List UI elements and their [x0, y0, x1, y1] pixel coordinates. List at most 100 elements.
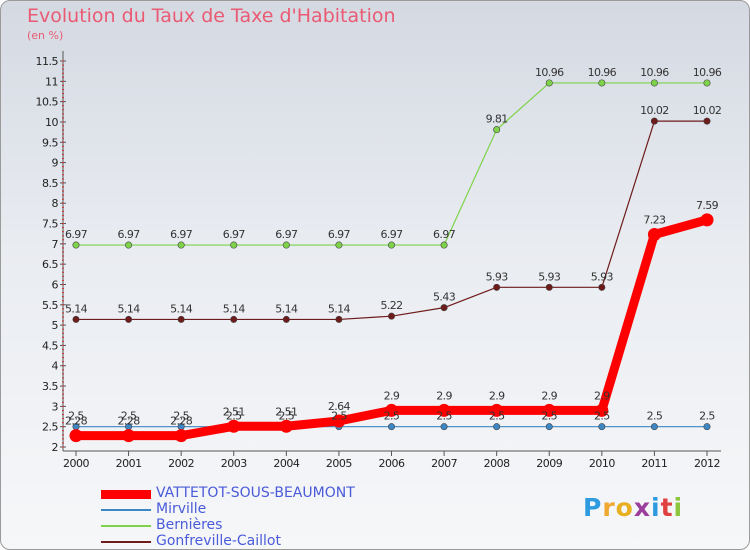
x-tick-label: 2008: [484, 457, 510, 470]
data-point: [595, 403, 609, 417]
y-tick-label: 7.5: [42, 218, 58, 231]
y-tick-label: 4.5: [42, 339, 58, 352]
x-tick-label: 2007: [431, 457, 457, 470]
x-tick-label: 2003: [221, 457, 247, 470]
y-tick-label: 7: [52, 238, 59, 251]
legend-label: Gonfreville-Caillot: [156, 533, 281, 549]
x-tick-label: 2004: [273, 457, 299, 470]
data-point: [72, 315, 80, 323]
data-label: 6.97: [275, 228, 298, 241]
data-point: [335, 241, 343, 249]
x-tick-label: 2009: [536, 457, 562, 470]
data-point: [72, 241, 80, 249]
data-label: 6.97: [223, 228, 246, 241]
logo-letter: t: [660, 493, 674, 522]
legend-swatch: [101, 541, 151, 543]
data-label: 2.5: [489, 410, 505, 423]
legend-swatch: [101, 489, 151, 499]
data-label: 2.5: [331, 410, 347, 423]
data-label: 10.96: [535, 66, 564, 79]
logo-letter: x: [633, 493, 651, 522]
x-tick-label: 2006: [379, 457, 405, 470]
legend-swatch: [101, 509, 151, 511]
data-label: 10.96: [640, 66, 669, 79]
data-label: 2.5: [121, 410, 137, 423]
data-point: [493, 283, 501, 291]
data-point: [335, 315, 343, 323]
proxiti-logo: Proxiti: [583, 493, 683, 522]
data-label: 5.22: [380, 299, 402, 312]
data-point: [230, 315, 238, 323]
data-point: [385, 403, 398, 417]
data-point: [542, 403, 556, 417]
data-label: 6.97: [328, 228, 351, 241]
series-line-3: [75, 120, 708, 321]
data-point: [598, 423, 606, 431]
y-tick-label: 6: [52, 278, 59, 291]
data-label: 7.59: [696, 199, 719, 212]
data-label: 10.96: [588, 66, 617, 79]
chart-subtitle: (en %): [27, 29, 64, 42]
logo-letter: i: [651, 493, 661, 522]
data-point: [703, 117, 711, 125]
data-label: 5.14: [328, 302, 351, 315]
y-tick-label: 2: [52, 441, 59, 454]
data-label: 6.97: [433, 228, 456, 241]
data-label: 5.93: [591, 270, 614, 283]
data-label: 2.5: [699, 410, 715, 423]
data-label: 6.97: [118, 228, 141, 241]
x-tick-label: 2010: [589, 457, 615, 470]
data-label: 5.93: [538, 270, 561, 283]
y-tick-label: 2.5: [42, 421, 58, 434]
data-point: [387, 423, 395, 431]
data-label: 2.9: [541, 389, 557, 402]
data-point: [440, 241, 448, 249]
data-label: 2.5: [436, 410, 452, 423]
data-point: [125, 315, 133, 323]
legend-label: Bernières: [156, 517, 223, 533]
data-label: 5.43: [433, 291, 456, 304]
data-label: 2.9: [384, 389, 400, 402]
data-label: 5.14: [223, 302, 246, 315]
data-label: 2.5: [541, 410, 557, 423]
data-label: 5.14: [65, 302, 88, 315]
x-tick-label: 2005: [326, 457, 352, 470]
data-point: [700, 213, 714, 227]
data-point: [650, 117, 658, 125]
data-point: [332, 414, 346, 428]
logo-letter: r: [602, 493, 616, 522]
data-point: [598, 79, 606, 87]
data-point: [279, 419, 293, 433]
y-tick-label: 11: [45, 75, 58, 88]
data-point: [545, 423, 553, 431]
data-label: 2.5: [226, 410, 242, 423]
x-tick-label: 2002: [168, 457, 194, 470]
y-tick-label: 5: [52, 319, 59, 332]
data-point: [282, 241, 290, 249]
data-point: [177, 315, 185, 323]
data-point: [545, 283, 553, 291]
data-point: [282, 315, 290, 323]
data-label: 5.14: [275, 302, 298, 315]
data-point: [69, 429, 83, 443]
data-label: 2.9: [594, 389, 610, 402]
data-label: 2.51: [275, 405, 297, 418]
logo-letter: i: [673, 493, 684, 522]
data-point: [227, 419, 241, 433]
data-point: [490, 403, 504, 417]
data-point: [387, 312, 395, 320]
legend-label: VATTETOT-SOUS-BEAUMONT: [156, 485, 355, 501]
data-label: 10.02: [640, 104, 669, 117]
x-tick-label: 2011: [641, 457, 667, 470]
data-label: 2.5: [594, 410, 610, 423]
data-point: [440, 423, 448, 431]
x-tick-label: 2012: [694, 457, 720, 470]
data-point: [493, 423, 501, 431]
data-label: 2.9: [489, 389, 505, 402]
data-point: [125, 241, 133, 249]
y-tick-label: 5.5: [42, 299, 58, 312]
y-tick-label: 10: [45, 116, 58, 129]
data-point: [650, 79, 658, 87]
data-point: [230, 241, 238, 249]
